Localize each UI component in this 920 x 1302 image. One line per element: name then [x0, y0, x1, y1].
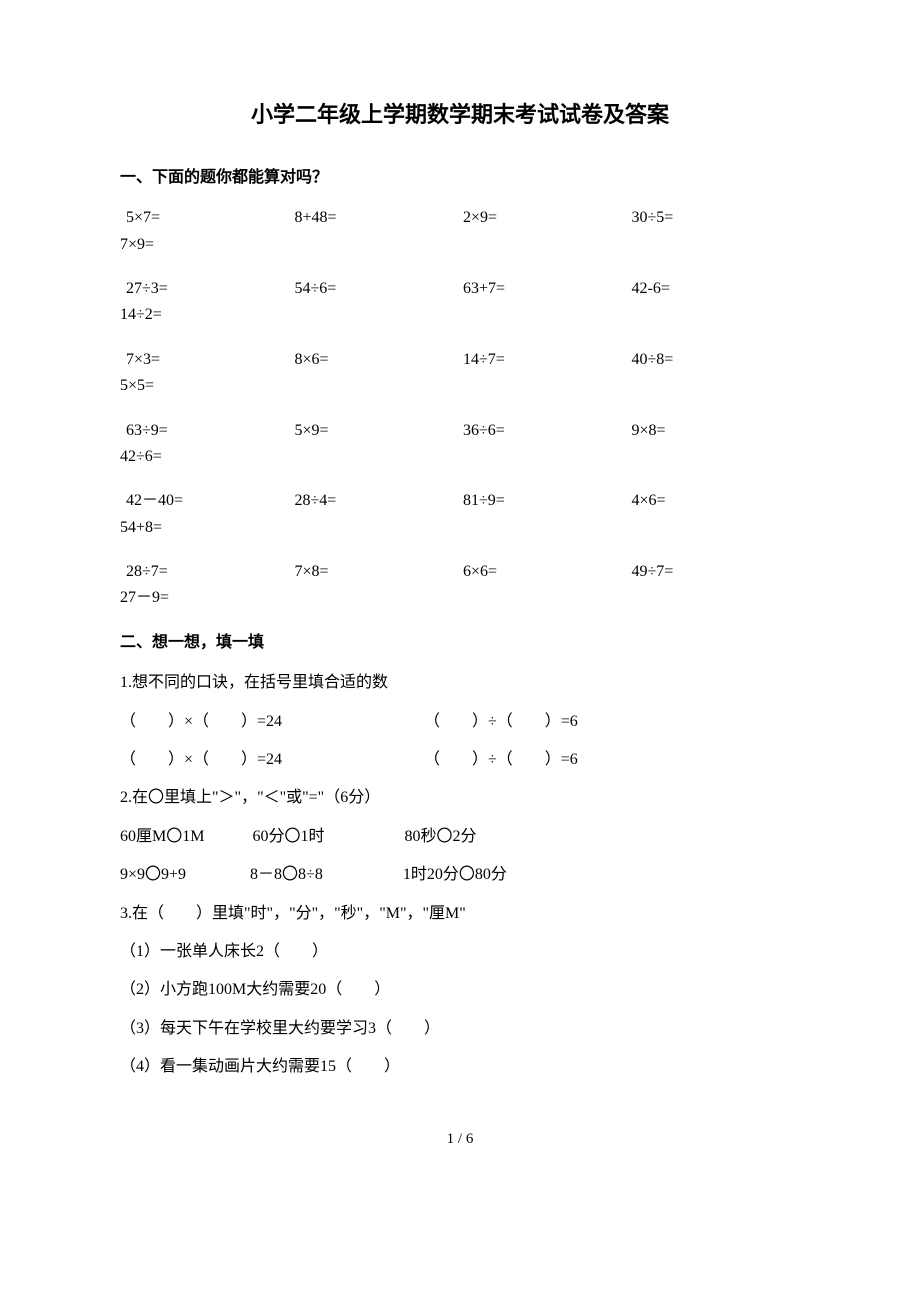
page-title: 小学二年级上学期数学期末考试试卷及答案 [120, 100, 800, 131]
arith-tail: 7×9= [120, 234, 800, 256]
q1-left: （ ）×（ ）=24 [120, 711, 420, 733]
arith-cell: 5×9= [295, 420, 464, 442]
arith-tail: 5×5= [120, 375, 800, 397]
q1-right: （ ）÷（ ）=6 [424, 751, 578, 768]
arith-cell: 9×8= [632, 420, 801, 442]
arith-cell: 4×6= [632, 490, 801, 512]
q3-stem: 3.在（ ）里填"时"，"分"，"秒"，"M"，"厘M" [120, 903, 800, 925]
arith-tail: 27－9= [120, 587, 800, 609]
arith-cell: 6×6= [463, 561, 632, 583]
arith-cell: 40÷8= [632, 349, 801, 371]
arith-cell: 63÷9= [120, 420, 295, 442]
arith-tail: 54+8= [120, 517, 800, 539]
arith-tail: 42÷6= [120, 446, 800, 468]
arith-cell: 27÷3= [120, 278, 295, 300]
q1-stem: 1.想不同的口诀，在括号里填合适的数 [120, 672, 800, 694]
q1-right: （ ）÷（ ）=6 [424, 713, 578, 730]
q3-item: （4）看一集动画片大约需要15（ ） [120, 1056, 800, 1078]
arith-cell: 28÷4= [295, 490, 464, 512]
q3-item: （2）小方跑100M大约需要20（ ） [120, 979, 800, 1001]
arith-cell: 28÷7= [120, 561, 295, 583]
arith-cell: 14÷7= [463, 349, 632, 371]
arith-cell: 63+7= [463, 278, 632, 300]
arith-cell: 8+48= [295, 207, 464, 229]
q2-stem: 2.在〇里填上"＞"，"＜"或"="（6分） [120, 787, 800, 809]
q1-row: （ ）×（ ）=24 （ ）÷（ ）=6 [120, 711, 800, 733]
page-footer: 1 / 6 [120, 1129, 800, 1150]
q2-line1: 60厘M〇1M 60分〇1时 80秒〇2分 [120, 826, 800, 848]
q1-left: （ ）×（ ）=24 [120, 749, 420, 771]
arith-cell: 7×8= [295, 561, 464, 583]
q1-row: （ ）×（ ）=24 （ ）÷（ ）=6 [120, 749, 800, 771]
arith-cell: 81÷9= [463, 490, 632, 512]
arith-cell: 36÷6= [463, 420, 632, 442]
arith-cell: 54÷6= [295, 278, 464, 300]
arith-cell: 30÷5= [632, 207, 801, 229]
arith-cell: 42-6= [632, 278, 801, 300]
arith-tail: 14÷2= [120, 304, 800, 326]
section1-heading: 一、下面的题你都能算对吗？ [120, 167, 800, 189]
section2-heading: 二、想一想，填一填 [120, 632, 800, 654]
arith-cell: 49÷7= [632, 561, 801, 583]
arith-cell: 5×7= [120, 207, 295, 229]
q3-item: （1）一张单人床长2（ ） [120, 941, 800, 963]
arith-cell: 42－40= [120, 490, 295, 512]
arith-cell: 2×9= [463, 207, 632, 229]
q2-line2: 9×9〇9+9 8－8〇8÷8 1时20分〇80分 [120, 864, 800, 886]
arith-cell: 7×3= [120, 349, 295, 371]
arithmetic-block: 5×7= 8+48= 2×9= 30÷5= 7×9= 27÷3= 54÷6= 6… [120, 207, 800, 610]
arith-cell: 8×6= [295, 349, 464, 371]
q3-item: （3）每天下午在学校里大约要学习3（ ） [120, 1018, 800, 1040]
